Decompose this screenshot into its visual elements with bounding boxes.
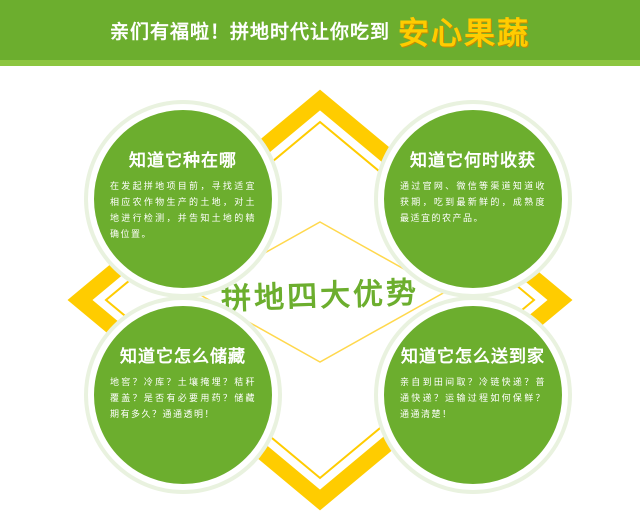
card-title: 知道它种在哪	[129, 151, 237, 171]
banner-highlight-text: 安心果蔬	[398, 15, 530, 52]
card-how-stored: 知道它怎么储藏 地窖？冷库？土壤掩埋？秸秆覆盖？是否有必要用药？储藏期有多久？通…	[88, 300, 278, 490]
banner-main-text: 亲们有福啦！拼地时代让你吃到	[109, 20, 390, 43]
card-description: 地窖？冷库？土壤掩埋？秸秆覆盖？是否有必要用药？储藏期有多久？通通透明！	[110, 378, 256, 420]
card-when-harvested: 知道它何时收获 通过官网、微信等渠道知道收获期，吃到最新鲜的，成熟度最适宜的农产…	[378, 104, 568, 294]
top-banner	[0, 0, 640, 60]
card-description: 通过官网、微信等渠道知道收获期，吃到最新鲜的，成熟度最适宜的农产品。	[400, 182, 546, 224]
card-description: 在发起拼地项目前，寻找适宜相应农作物生产的土地，对土地进行检测，并告知土地的精确…	[110, 182, 256, 240]
card-description: 亲自到田间取？冷链快递？普通快递？运输过程如何保鲜？通通清楚！	[400, 378, 546, 420]
banner-strip	[0, 60, 640, 66]
card-title: 知道它何时收获	[410, 151, 536, 171]
card-title: 知道它怎么储藏	[120, 347, 246, 367]
banner-headline: 亲们有福啦！拼地时代让你吃到 安心果蔬	[0, 0, 640, 60]
card-where-grown: 知道它种在哪 在发起拼地项目前，寻找适宜相应农作物生产的土地，对土地进行检测，并…	[88, 104, 278, 294]
card-title: 知道它怎么送到家	[401, 347, 545, 367]
card-how-delivered: 知道它怎么送到家 亲自到田间取？冷链快递？普通快递？运输过程如何保鲜？通通清楚！	[378, 300, 568, 490]
